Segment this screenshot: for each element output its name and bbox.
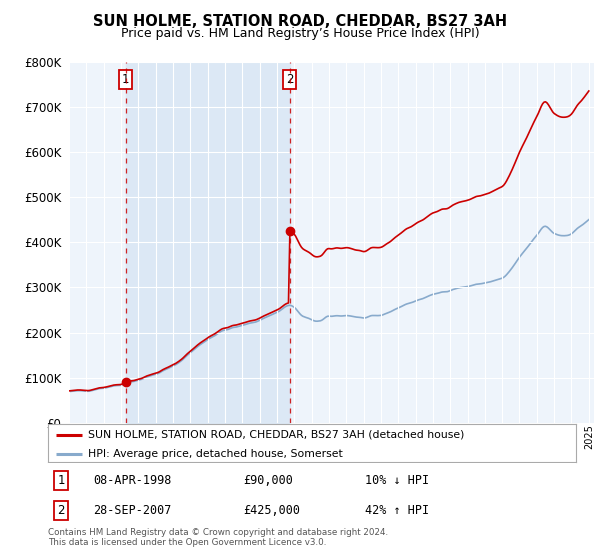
Text: 2: 2 [58, 504, 65, 517]
Text: £425,000: £425,000 [244, 504, 301, 517]
Text: SUN HOLME, STATION ROAD, CHEDDAR, BS27 3AH: SUN HOLME, STATION ROAD, CHEDDAR, BS27 3… [93, 14, 507, 29]
Text: £90,000: £90,000 [244, 474, 293, 487]
Text: SUN HOLME, STATION ROAD, CHEDDAR, BS27 3AH (detached house): SUN HOLME, STATION ROAD, CHEDDAR, BS27 3… [88, 430, 464, 440]
Text: 42% ↑ HPI: 42% ↑ HPI [365, 504, 429, 517]
Text: 1: 1 [58, 474, 65, 487]
Text: 10% ↓ HPI: 10% ↓ HPI [365, 474, 429, 487]
Text: 28-SEP-2007: 28-SEP-2007 [93, 504, 171, 517]
Text: Price paid vs. HM Land Registry’s House Price Index (HPI): Price paid vs. HM Land Registry’s House … [121, 27, 479, 40]
Text: Contains HM Land Registry data © Crown copyright and database right 2024.
This d: Contains HM Land Registry data © Crown c… [48, 528, 388, 547]
Text: 2: 2 [286, 73, 293, 86]
Text: HPI: Average price, detached house, Somerset: HPI: Average price, detached house, Some… [88, 449, 343, 459]
Text: 08-APR-1998: 08-APR-1998 [93, 474, 171, 487]
Text: 1: 1 [122, 73, 130, 86]
